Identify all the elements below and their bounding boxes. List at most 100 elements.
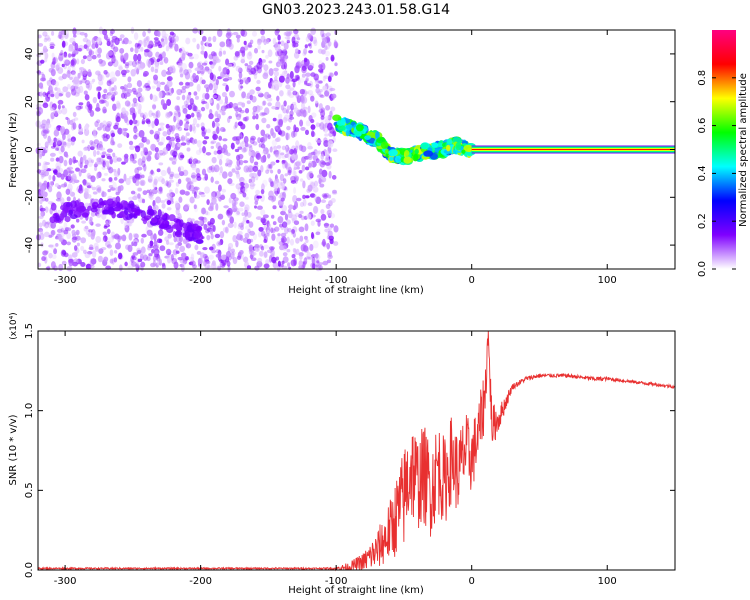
noise-blob bbox=[292, 129, 298, 138]
noise-blob bbox=[193, 138, 198, 145]
noise-blob bbox=[70, 59, 75, 65]
noise-blob bbox=[86, 56, 93, 61]
noise-blob bbox=[86, 39, 92, 48]
noise-blob bbox=[138, 39, 143, 47]
noise-blob bbox=[192, 37, 197, 43]
descending-signal-blob bbox=[414, 148, 419, 155]
noise-blob bbox=[129, 107, 136, 114]
noise-blob bbox=[230, 248, 235, 253]
noise-blob bbox=[249, 137, 255, 145]
noise-blob bbox=[257, 231, 262, 238]
noise-blob bbox=[315, 83, 320, 89]
low-frequency-blob bbox=[134, 211, 141, 216]
noise-blob bbox=[279, 173, 285, 182]
noise-blob bbox=[78, 186, 83, 192]
low-frequency-blob bbox=[159, 224, 165, 229]
noise-blob bbox=[303, 257, 308, 265]
noise-blob bbox=[240, 55, 246, 62]
noise-blob bbox=[208, 99, 213, 104]
noise-blob bbox=[138, 172, 143, 180]
noise-blob bbox=[53, 127, 59, 131]
noise-blob bbox=[56, 62, 61, 69]
noise-blob bbox=[318, 262, 323, 266]
noise-blob bbox=[282, 116, 288, 123]
noise-blob bbox=[102, 124, 107, 132]
noise-blob bbox=[81, 220, 87, 224]
noise-blob bbox=[134, 167, 140, 175]
noise-blob bbox=[59, 33, 64, 41]
noise-blob bbox=[294, 48, 300, 54]
noise-blob bbox=[201, 79, 206, 85]
noise-blob bbox=[222, 144, 228, 151]
noise-blob bbox=[79, 105, 83, 110]
noise-blob bbox=[231, 168, 236, 173]
noise-blob bbox=[318, 108, 324, 114]
noise-blob bbox=[176, 96, 181, 101]
noise-blob bbox=[296, 37, 301, 41]
noise-blob bbox=[180, 142, 187, 146]
noise-blob bbox=[83, 164, 88, 169]
noise-blob bbox=[221, 171, 228, 179]
noise-blob bbox=[313, 39, 318, 47]
noise-blob bbox=[208, 165, 213, 171]
noise-blob bbox=[269, 146, 273, 153]
noise-blob bbox=[244, 142, 249, 148]
noise-blob bbox=[40, 85, 44, 90]
noise-blob bbox=[102, 235, 108, 242]
noise-blob bbox=[233, 221, 237, 229]
noise-blob bbox=[332, 136, 336, 143]
noise-blob bbox=[147, 243, 153, 249]
noise-blob bbox=[260, 155, 266, 163]
noise-blob bbox=[139, 179, 146, 187]
tick-label: 40 bbox=[24, 48, 35, 61]
noise-blob bbox=[179, 73, 184, 78]
noise-blob bbox=[158, 176, 164, 183]
noise-blob bbox=[280, 197, 285, 202]
noise-blob bbox=[270, 227, 274, 234]
noise-blob bbox=[108, 85, 112, 93]
noise-blob bbox=[190, 180, 194, 186]
noise-blob bbox=[315, 231, 321, 236]
noise-blob bbox=[234, 200, 238, 205]
noise-blob bbox=[141, 233, 147, 238]
low-frequency-blob bbox=[78, 202, 85, 207]
noise-blob bbox=[67, 138, 72, 142]
noise-blob bbox=[91, 37, 96, 45]
noise-blob bbox=[78, 85, 84, 94]
noise-blob bbox=[238, 159, 244, 166]
noise-blob bbox=[239, 182, 245, 187]
noise-blob bbox=[124, 69, 130, 74]
noise-blob bbox=[283, 61, 288, 70]
noise-blob bbox=[235, 136, 242, 141]
noise-blob bbox=[47, 135, 52, 144]
descending-signal-blob bbox=[455, 142, 462, 151]
noise-blob bbox=[293, 170, 297, 177]
noise-blob bbox=[69, 37, 76, 44]
noise-blob bbox=[209, 228, 214, 235]
noise-blob bbox=[211, 167, 217, 173]
noise-blob bbox=[84, 159, 89, 167]
noise-blob bbox=[177, 242, 183, 246]
noise-blob bbox=[327, 114, 332, 121]
noise-blob bbox=[69, 64, 75, 68]
noise-blob bbox=[322, 37, 328, 45]
noise-blob bbox=[327, 75, 332, 83]
noise-blob bbox=[48, 252, 53, 259]
noise-blob bbox=[177, 126, 183, 132]
noise-blob bbox=[307, 32, 312, 40]
noise-blob bbox=[142, 190, 148, 196]
noise-blob bbox=[112, 234, 119, 239]
noise-blob bbox=[323, 223, 330, 227]
noise-blob bbox=[55, 242, 59, 247]
noise-blob bbox=[102, 160, 106, 168]
noise-blob bbox=[305, 36, 311, 43]
noise-blob bbox=[267, 49, 273, 58]
noise-blob bbox=[236, 154, 241, 161]
descending-signal-blob bbox=[332, 114, 342, 122]
noise-blob bbox=[275, 190, 279, 197]
noise-blob bbox=[330, 54, 335, 62]
noise-blob bbox=[179, 69, 183, 73]
noise-blob bbox=[325, 203, 331, 210]
noise-blob bbox=[156, 81, 161, 89]
